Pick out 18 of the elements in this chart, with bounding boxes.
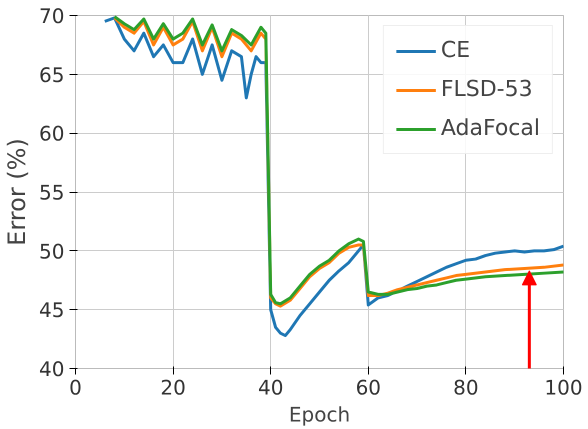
y-tick-label: 40 [39,357,65,381]
y-tick-label: 50 [39,239,65,264]
x-tick-label: 60 [356,376,382,400]
x-tick-label: 0 [69,376,82,400]
y-axis-title: Error (%) [3,138,32,246]
x-tick-label: 40 [258,376,284,400]
x-tick-label: 80 [453,376,479,400]
y-tick-label: 60 [39,122,65,146]
legend-label: CE [440,38,470,63]
x-tick-label: 20 [160,376,186,400]
y-tick-label: 70 [39,4,65,28]
y-tick-label: 45 [39,298,65,322]
legend-label: AdaFocal [440,116,540,141]
legend-label: FLSD-53 [440,77,533,102]
x-tick-label: 100 [544,376,583,400]
x-axis-title: Epoch [288,402,350,426]
y-tick-label: 65 [39,62,65,87]
y-tick-label: 55 [39,180,65,204]
